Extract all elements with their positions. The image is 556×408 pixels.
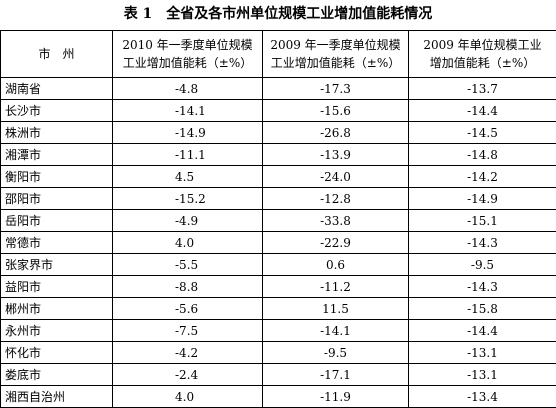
- region-cell: 永州市: [0, 319, 113, 342]
- header-cell: 2009 年一季度单位规模 工业增加值能耗（±%）: [262, 30, 409, 78]
- table-row: 湖南省 -4.8 -17.3 -13.7: [0, 77, 556, 100]
- header-line: 工业增加值能耗（±%）: [270, 56, 401, 70]
- table-row: 张家界市 -5.5 0.6 -9.5: [0, 253, 556, 276]
- region-cell: 岳阳市: [0, 209, 113, 232]
- region-cell: 湖南省: [0, 77, 113, 100]
- table-row: 衡阳市 4.5 -24.0 -14.2: [0, 165, 556, 188]
- value-cell: 4.0: [112, 231, 263, 254]
- region-cell: 湘西自治州: [0, 385, 113, 408]
- table-row: 永州市 -7.5 -14.1 -14.4: [0, 319, 556, 342]
- table: 市 州 2010 年一季度单位规模 工业增加值能耗（±%） 2009 年一季度单位规模…: [0, 30, 556, 408]
- value-cell: -14.4: [408, 319, 556, 342]
- region-cell: 邵阳市: [0, 187, 113, 210]
- value-cell: -9.5: [408, 253, 556, 276]
- table-row: 怀化市 -4.2 -9.5 -13.1: [0, 341, 556, 364]
- value-cell: -7.5: [112, 319, 263, 342]
- value-cell: -4.8: [112, 77, 263, 100]
- value-cell: -14.9: [408, 187, 556, 210]
- value-cell: -2.4: [112, 363, 263, 386]
- table-row: 湘潭市 -11.1 -13.9 -14.8: [0, 143, 556, 166]
- value-cell: -14.3: [408, 231, 556, 254]
- value-cell: -17.3: [262, 77, 409, 100]
- table-row: 岳阳市 -4.9 -33.8 -15.1: [0, 209, 556, 232]
- region-cell: 郴州市: [0, 297, 113, 320]
- table-row: 益阳市 -8.8 -11.2 -14.3: [0, 275, 556, 298]
- region-cell: 益阳市: [0, 275, 113, 298]
- value-cell: -5.6: [112, 297, 263, 320]
- value-cell: -9.5: [262, 341, 409, 364]
- value-cell: -13.1: [408, 341, 556, 364]
- header-line: 增加值能耗（±%）: [429, 56, 536, 70]
- value-cell: -13.9: [262, 143, 409, 166]
- region-cell: 株洲市: [0, 121, 113, 144]
- value-cell: -14.8: [408, 143, 556, 166]
- value-cell: -14.4: [408, 99, 556, 122]
- value-cell: -12.8: [262, 187, 409, 210]
- value-cell: -13.4: [408, 385, 556, 408]
- region-cell: 怀化市: [0, 341, 113, 364]
- value-cell: -15.8: [408, 297, 556, 320]
- header-line: 2009 年一季度单位规模: [270, 38, 401, 52]
- region-cell: 张家界市: [0, 253, 113, 276]
- value-cell: 4.0: [112, 385, 263, 408]
- header-row: 市 州 2010 年一季度单位规模 工业增加值能耗（±%） 2009 年一季度单位规模…: [0, 30, 556, 78]
- header-line: 市 州: [38, 47, 75, 61]
- table-row: 娄底市 -2.4 -17.1 -13.1: [0, 363, 556, 386]
- value-cell: -4.2: [112, 341, 263, 364]
- value-cell: -15.6: [262, 99, 409, 122]
- region-cell: 长沙市: [0, 99, 113, 122]
- value-cell: -26.8: [262, 121, 409, 144]
- value-cell: -14.1: [262, 319, 409, 342]
- value-cell: -5.5: [112, 253, 263, 276]
- value-cell: -14.1: [112, 99, 263, 122]
- title: 表 1 全省及各市州单位规模工业增加值能耗情况: [123, 6, 433, 22]
- region-cell: 常德市: [0, 231, 113, 254]
- value-cell: -15.1: [408, 209, 556, 232]
- region-cell: 衡阳市: [0, 165, 113, 188]
- value-cell: -11.2: [262, 275, 409, 298]
- value-cell: -11.9: [262, 385, 409, 408]
- value-cell: -33.8: [262, 209, 409, 232]
- table-row: 邵阳市 -15.2 -12.8 -14.9: [0, 187, 556, 210]
- header-cell: 2009 年单位规模工业 增加值能耗（±%）: [408, 30, 556, 78]
- value-cell: -13.7: [408, 77, 556, 100]
- value-cell: -14.5: [408, 121, 556, 144]
- header-line: 2010 年一季度单位规模: [122, 38, 253, 52]
- value-cell: -15.2: [112, 187, 263, 210]
- value-cell: -8.8: [112, 275, 263, 298]
- value-cell: -14.3: [408, 275, 556, 298]
- value-cell: -4.9: [112, 209, 263, 232]
- value-cell: 4.5: [112, 165, 263, 188]
- value-cell: -22.9: [262, 231, 409, 254]
- value-cell: -13.1: [408, 363, 556, 386]
- value-cell: -11.1: [112, 143, 263, 166]
- header-line: 2009 年单位规模工业: [423, 38, 542, 52]
- value-cell: -14.9: [112, 121, 263, 144]
- value-cell: -14.2: [408, 165, 556, 188]
- region-cell: 娄底市: [0, 363, 113, 386]
- table-row: 株洲市 -14.9 -26.8 -14.5: [0, 121, 556, 144]
- value-cell: -17.1: [262, 363, 409, 386]
- header-line: 工业增加值能耗（±%）: [122, 56, 253, 70]
- table-row: 湘西自治州 4.0 -11.9 -13.4: [0, 385, 556, 408]
- region-cell: 湘潭市: [0, 143, 113, 166]
- value-cell: 0.6: [262, 253, 409, 276]
- value-cell: 11.5: [262, 297, 409, 320]
- table-row: 郴州市 -5.6 11.5 -15.8: [0, 297, 556, 320]
- header-cell: 市 州: [0, 30, 113, 78]
- value-cell: -24.0: [262, 165, 409, 188]
- table-row: 常德市 4.0 -22.9 -14.3: [0, 231, 556, 254]
- table-row: 长沙市 -14.1 -15.6 -14.4: [0, 99, 556, 122]
- table-body: 湖南省 -4.8 -17.3 -13.7 长沙市 -14.1 -15.6 -14.4 株洲市 -1…: [0, 77, 556, 408]
- header-cell: 2010 年一季度单位规模 工业增加值能耗（±%）: [112, 30, 263, 78]
